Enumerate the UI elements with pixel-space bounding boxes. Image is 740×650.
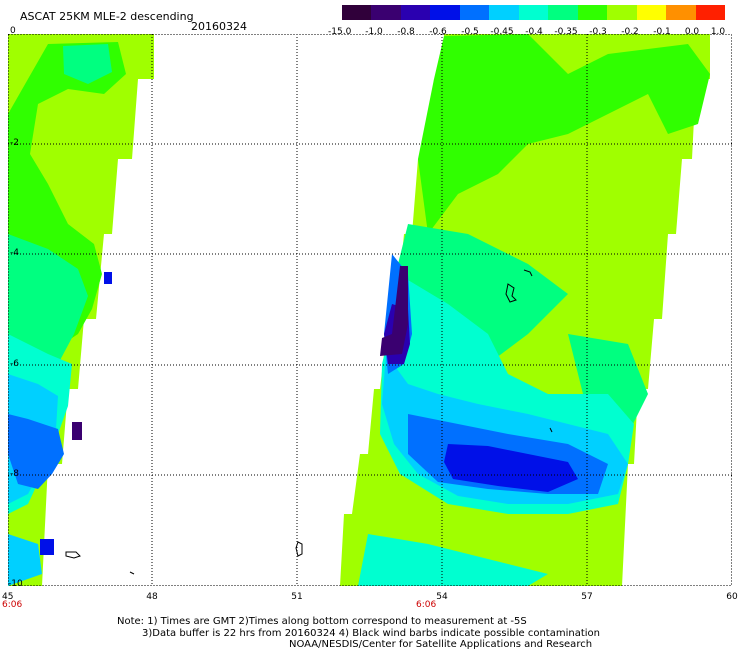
- colorbar-segment: [666, 5, 696, 20]
- map-border: [8, 34, 732, 586]
- note-line-1: Note: 1) Times are GMT 2)Times along bot…: [117, 616, 527, 627]
- y-tick-label: -4: [10, 248, 19, 258]
- colorbar-segment: [636, 5, 667, 20]
- y-tick-label: -6: [10, 359, 19, 369]
- x-tick-label: 48: [146, 592, 158, 602]
- swath-right-mint: [388, 224, 648, 434]
- colorbar-label: -0.4: [525, 27, 543, 37]
- swath-left-mint: [8, 44, 112, 384]
- colorbar-segment: [548, 5, 578, 20]
- island-outline: [523, 269, 533, 277]
- y-tick-label: 0: [10, 26, 16, 36]
- island-outline: [295, 541, 303, 557]
- y-tick-label: -2: [10, 138, 19, 148]
- colorbar-label: -0.45: [490, 27, 514, 37]
- x-tick-label: 45: [2, 592, 14, 602]
- colorbar-segment: [607, 5, 637, 20]
- y-tick-label: -10: [8, 579, 23, 589]
- swath-left-deepblue: [40, 539, 54, 555]
- colorbar-segment: [489, 5, 519, 20]
- grid-lines: [8, 34, 732, 586]
- colorbar-segment: [430, 5, 460, 20]
- time-label: 6:06: [416, 600, 437, 610]
- colorbar-label: 0.0: [684, 27, 700, 37]
- colorbar: [342, 5, 726, 20]
- title: ASCAT 25KM MLE-2 descending: [20, 10, 194, 23]
- colorbar-segment: [695, 5, 726, 20]
- island-outline: [65, 551, 81, 559]
- colorbar-label: -0.2: [621, 27, 639, 37]
- swath-left-blue-pixel: [104, 272, 112, 284]
- swath-right-deepblue: [444, 444, 578, 492]
- colorbar-segment: [342, 5, 372, 20]
- left-swath: [8, 34, 154, 586]
- colorbar-label: 1.0: [710, 27, 726, 37]
- x-tick-label: 51: [291, 592, 303, 602]
- swath-right-green: [418, 34, 710, 234]
- island-outline: [549, 427, 553, 433]
- colorbar-segment: [459, 5, 490, 20]
- colorbar-segment: [371, 5, 401, 20]
- right-swath: [340, 34, 710, 586]
- swath-right-purple: [380, 266, 408, 356]
- swath-left-purple: [72, 422, 82, 440]
- colorbar-label: -0.1: [653, 27, 671, 37]
- y-tick-label: -8: [10, 469, 19, 479]
- wind-map: [8, 34, 732, 586]
- colorbar-label: -15.0: [328, 27, 352, 37]
- colorbar-label: -0.35: [554, 27, 578, 37]
- note-line-2: 3)Data buffer is 22 hrs from 20160324 4)…: [142, 628, 600, 639]
- note-line-3: NOAA/NESDIS/Center for Satellite Applica…: [289, 639, 593, 650]
- colorbar-label: -1.0: [365, 27, 383, 37]
- colorbar-label: -0.5: [461, 27, 479, 37]
- swath-right-blue: [384, 254, 608, 494]
- colorbar-segment: [577, 5, 608, 20]
- date-label: 20160324: [191, 20, 247, 33]
- time-label: 6:06: [2, 600, 23, 610]
- colorbar-segment: [400, 5, 431, 20]
- map-frame: [8, 34, 732, 586]
- x-tick-label: 57: [581, 592, 593, 602]
- swath-left-blue: [8, 414, 64, 489]
- island-outlines: [65, 269, 553, 575]
- colorbar-label: -0.8: [397, 27, 415, 37]
- colorbar-segment: [518, 5, 549, 20]
- colorbar-label: -0.3: [589, 27, 607, 37]
- island-outline: [129, 571, 135, 575]
- x-tick-label: 60: [726, 592, 738, 602]
- island-outline: [505, 283, 517, 303]
- x-tick-label: 54: [436, 592, 448, 602]
- colorbar-label: -0.6: [429, 27, 447, 37]
